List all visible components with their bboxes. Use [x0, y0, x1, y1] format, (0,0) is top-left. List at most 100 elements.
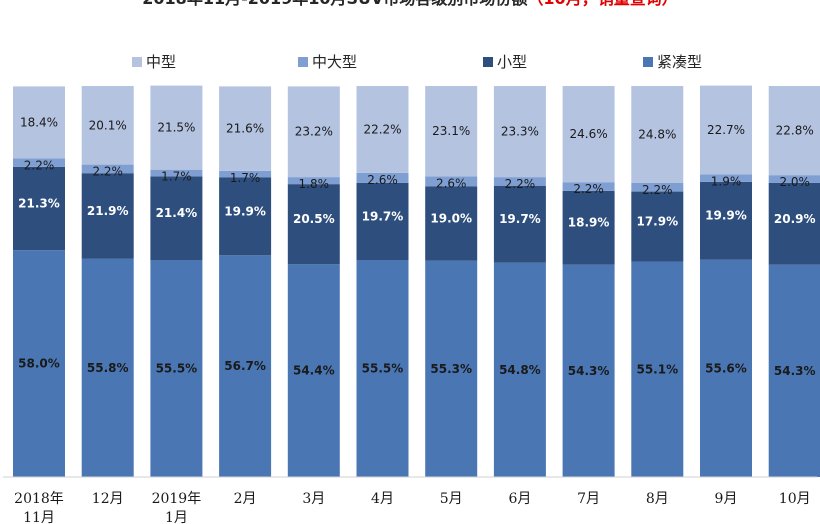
data-label: 2.2% — [92, 165, 123, 179]
legend-swatch — [643, 57, 653, 67]
bar-segment — [287, 184, 340, 265]
bar-segment — [768, 86, 820, 176]
x-tick-line: 2019年 — [152, 491, 202, 507]
x-tick-label: 2月 — [234, 491, 257, 507]
legend-label: 中型 — [146, 53, 176, 71]
bar-segment — [562, 264, 615, 477]
bar-segment — [700, 259, 752, 477]
x-tick-label: 10月 — [779, 491, 811, 507]
bar-segment — [150, 259, 203, 477]
bar-segment — [356, 86, 409, 173]
bar-segment — [631, 261, 684, 477]
bar-segment — [219, 86, 272, 171]
data-label: 54.3% — [568, 364, 610, 378]
data-label: 21.9% — [87, 204, 129, 218]
data-label: 58.0% — [18, 357, 60, 371]
data-label: 56.7% — [224, 359, 266, 373]
data-label: 22.2% — [363, 122, 401, 136]
x-tick-line: 4月 — [371, 491, 394, 507]
bar-segment — [768, 264, 820, 477]
data-label: 55.5% — [156, 361, 198, 375]
data-label: 2.2% — [573, 182, 604, 196]
bar-segment — [493, 86, 546, 178]
data-label: 1.7% — [230, 171, 261, 185]
bar-segment — [768, 175, 820, 183]
bar-segment — [287, 264, 340, 477]
x-tick-line: 5月 — [440, 491, 463, 507]
bar-segment — [219, 255, 272, 477]
bar-segment — [356, 172, 409, 183]
bar-segment — [631, 182, 684, 192]
x-tick-line: 12月 — [92, 491, 124, 507]
bars — [13, 85, 820, 477]
bar-segment — [493, 185, 546, 263]
x-tick-label: 8月 — [646, 491, 669, 507]
bar-segment — [425, 176, 478, 187]
data-label: 17.9% — [636, 215, 678, 229]
bar-segment — [81, 164, 134, 174]
data-label: 23.2% — [295, 125, 333, 139]
data-label: 2.2% — [642, 183, 673, 197]
data-label: 19.0% — [430, 212, 472, 226]
data-label: 2.2% — [505, 177, 536, 191]
legend-label: 中大型 — [312, 53, 357, 71]
data-label: 20.1% — [89, 118, 127, 132]
data-label: 2.0% — [779, 175, 810, 189]
bar-segment — [219, 177, 272, 256]
x-tick-label: 9月 — [715, 491, 738, 507]
data-label: 55.3% — [430, 362, 472, 376]
x-tick-line: 6月 — [508, 491, 531, 507]
legend-swatch — [132, 57, 142, 67]
data-label: 20.5% — [293, 212, 335, 226]
data-label: 19.7% — [362, 209, 404, 223]
bar-segment — [81, 86, 134, 165]
data-label: 18.9% — [568, 216, 610, 230]
data-label: 55.8% — [87, 361, 129, 375]
bar-segment — [150, 176, 203, 260]
data-label: 22.8% — [776, 124, 814, 138]
bar-segment — [562, 182, 615, 191]
bar-segment — [425, 186, 478, 261]
bar-segment — [700, 85, 752, 175]
bar-segment — [150, 85, 203, 170]
x-tick-line: 2018年 — [14, 491, 64, 507]
bar-segment — [425, 86, 478, 177]
data-labels: 58.0% 21.3% 2.2% 18.4% 55.8% 21.9% 2.2% 20.1% 55… — [18, 115, 815, 377]
x-tick-line: 10月 — [779, 491, 811, 507]
x-tick-label: 7月 — [577, 491, 600, 507]
legend-item: 紧凑型 — [643, 53, 702, 71]
bar-segment — [219, 170, 272, 178]
data-label: 19.9% — [705, 209, 747, 223]
legend-item: 中大型 — [298, 53, 357, 71]
data-label: 2.2% — [24, 158, 55, 172]
data-label: 55.5% — [362, 361, 404, 375]
x-tick-line: 3月 — [302, 491, 325, 507]
legend-swatch — [298, 57, 308, 67]
data-label: 54.4% — [293, 364, 335, 378]
bar-segment — [81, 258, 134, 477]
bar-segment — [356, 182, 409, 260]
data-label: 2.6% — [367, 173, 398, 187]
data-label: 21.3% — [18, 197, 60, 211]
bar-segment — [700, 181, 752, 260]
data-label: 55.6% — [705, 361, 747, 375]
bar-segment — [81, 173, 134, 259]
data-label: 19.9% — [224, 204, 266, 218]
data-label: 18.4% — [20, 115, 58, 129]
x-tick-label: 2018年 11月 — [14, 491, 64, 524]
data-label: 22.7% — [707, 123, 745, 137]
legend-item: 中型 — [132, 53, 176, 71]
bar-segment — [631, 191, 684, 262]
x-tick-line: 9月 — [715, 491, 738, 507]
data-label: 20.9% — [774, 212, 816, 226]
data-label: 2.6% — [436, 176, 467, 190]
data-label: 23.3% — [501, 125, 539, 139]
x-tick-line: 11月 — [23, 510, 55, 524]
x-axis: 2018年 11月 12月 2019年 1月 2月 3月 4月 5月 6月 7月 8月 9月 10月 — [3, 476, 817, 524]
legend-label: 小型 — [497, 53, 527, 71]
x-tick-label: 5月 — [440, 491, 463, 507]
bar-segment — [768, 182, 820, 265]
bar-segment — [13, 166, 65, 251]
